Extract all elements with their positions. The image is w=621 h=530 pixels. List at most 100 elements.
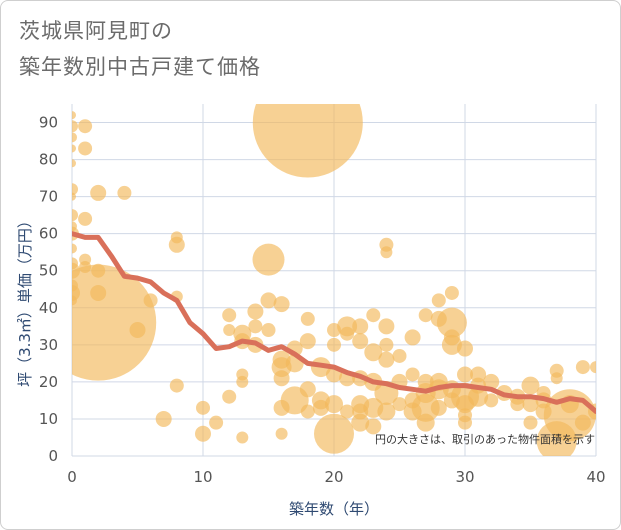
data-bubble	[72, 264, 157, 381]
data-bubble	[248, 319, 263, 334]
data-bubble	[325, 395, 343, 414]
data-bubble	[312, 399, 329, 416]
data-bubble	[405, 367, 420, 382]
data-bubble	[155, 410, 172, 427]
data-bubble	[590, 361, 596, 374]
data-bubble	[300, 311, 315, 326]
data-bubble	[117, 185, 132, 200]
data-bubble	[366, 308, 381, 323]
data-bubble	[78, 211, 93, 226]
data-bubble	[458, 415, 472, 430]
data-bubble	[168, 236, 185, 253]
data-bubble	[72, 243, 77, 254]
data-bubble	[340, 326, 355, 341]
data-bubble	[72, 111, 76, 120]
data-bubble	[72, 132, 77, 143]
data-bubble	[78, 119, 93, 134]
y-tick-label: 20	[39, 373, 58, 391]
data-bubble	[550, 372, 563, 385]
data-bubble	[299, 381, 316, 398]
y-tick-label: 0	[48, 447, 58, 465]
data-bubble	[430, 399, 447, 416]
x-tick-label: 40	[586, 468, 605, 486]
data-bubble	[261, 323, 276, 338]
data-bubble	[209, 415, 224, 430]
chart-title-line1: 茨城県阿見町の	[19, 19, 173, 43]
data-bubble	[72, 159, 76, 168]
data-bubble	[379, 337, 394, 352]
data-bubble	[352, 333, 369, 350]
y-tick-label: 50	[39, 262, 58, 280]
data-bubble	[169, 378, 184, 393]
y-tick-label: 70	[39, 188, 58, 206]
data-bubble	[143, 293, 158, 308]
trend-line	[72, 231, 596, 414]
data-bubble	[575, 360, 590, 375]
data-bubble	[78, 141, 93, 156]
data-bubble	[418, 308, 433, 323]
data-bubble	[431, 293, 446, 308]
data-bubble	[72, 183, 78, 196]
data-bubble	[392, 397, 407, 412]
data-bubble	[72, 144, 76, 153]
data-bubble	[327, 337, 341, 352]
x-tick-label: 20	[324, 468, 343, 486]
data-bubble	[195, 425, 211, 442]
data-bubble	[392, 348, 407, 363]
y-tick-label: 90	[39, 114, 58, 132]
data-bubble	[523, 415, 538, 430]
data-bubble	[444, 285, 459, 300]
data-bubble	[404, 329, 421, 346]
size-annotation: 円の大きさは、取引のあった物件面積を示す	[375, 432, 595, 446]
data-bubble	[484, 393, 499, 408]
data-bubble	[351, 413, 370, 432]
y-axis-title: 坪（3.3㎡）単価（万円）	[16, 213, 34, 387]
data-bubble	[275, 427, 288, 440]
data-bubble	[380, 246, 393, 259]
data-bubble	[378, 318, 395, 335]
tick-labels: 0 10 20 30 40 50 60 70 80 90 0 10 20 30 40	[39, 114, 606, 486]
data-bubble	[273, 296, 290, 313]
y-tick-label: 30	[39, 336, 58, 354]
data-bubble	[411, 393, 440, 422]
data-bubble	[222, 389, 237, 404]
x-tick-label: 0	[67, 468, 77, 486]
bubble-layer	[72, 104, 596, 456]
data-bubble	[236, 375, 249, 388]
data-bubble	[72, 120, 78, 133]
data-bubble	[457, 366, 473, 383]
data-bubble	[441, 334, 462, 355]
data-bubble	[364, 343, 383, 362]
chart-title-line2: 築年数別中古戸建て価格	[19, 55, 261, 79]
data-bubble	[470, 366, 487, 383]
data-bubble	[457, 340, 473, 357]
x-tick-label: 10	[193, 468, 212, 486]
data-bubble	[273, 370, 290, 387]
trend-line-layer	[72, 231, 596, 414]
data-bubble	[483, 373, 500, 390]
data-bubble	[522, 396, 539, 413]
data-bubble	[468, 386, 489, 407]
data-bubble	[222, 308, 237, 323]
data-bubble	[510, 397, 525, 412]
data-bubble	[247, 303, 264, 320]
data-bubble	[352, 318, 369, 335]
data-bubble	[365, 418, 382, 435]
data-bubble	[236, 431, 249, 444]
x-axis-title: 築年数（年）	[289, 500, 379, 518]
data-bubble	[378, 351, 395, 368]
data-bubble	[377, 402, 396, 421]
data-bubble	[196, 400, 210, 415]
y-tick-label: 60	[39, 225, 58, 243]
data-bubble	[299, 333, 316, 350]
y-tick-label: 40	[39, 299, 58, 317]
data-bubble	[260, 292, 277, 309]
data-bubble	[90, 184, 107, 201]
data-bubble	[340, 404, 355, 419]
data-bubble	[416, 413, 435, 432]
data-bubble	[314, 413, 354, 454]
data-bubble	[72, 192, 76, 201]
y-tick-label: 80	[39, 151, 58, 169]
data-bubble	[436, 307, 467, 338]
